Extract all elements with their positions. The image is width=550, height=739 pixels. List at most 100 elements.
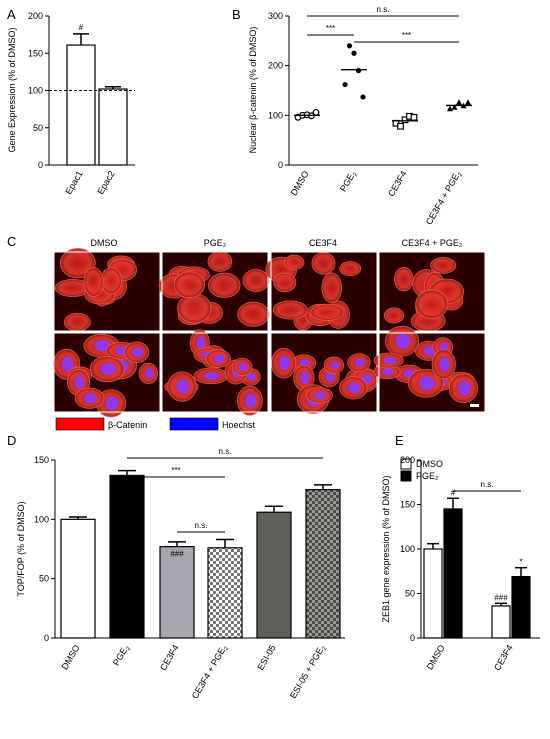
legend-swatch-beta-catenin [55, 417, 105, 431]
data-point [401, 116, 409, 124]
cell [273, 272, 297, 293]
bracket-3-label: *** [402, 31, 411, 40]
x-tick-label-ce3f4-pge2: CE3F4 + PGE2 [190, 642, 231, 701]
y-tick-label: 0 [38, 160, 43, 170]
micrograph-frame [161, 332, 269, 413]
bracket-1-label: *** [171, 466, 180, 475]
micrograph-frame [270, 251, 378, 332]
chart-e-ylabel: ZEB1 gene expression (% of DMSO) [381, 475, 391, 622]
data-point [451, 104, 458, 110]
nucleus [383, 356, 397, 365]
nucleus [61, 356, 74, 372]
data-point [465, 99, 471, 105]
y-tick-label: 200 [268, 61, 283, 71]
x-tick-label-esi-05: ESI-05 [255, 643, 277, 672]
bar-ce3f4-dmso [491, 605, 511, 639]
x-tick-label-dmso: DMSO [60, 643, 82, 671]
cell [177, 293, 212, 324]
cell [321, 272, 342, 304]
x-tick-label-ce3f4-pge2: CE3F4 + PGE2 [424, 168, 465, 227]
significance-mark: ### [494, 593, 508, 602]
significance-mark: # [451, 488, 456, 497]
bar-dmso-dmso [423, 548, 443, 639]
significance-mark: ### [120, 478, 134, 487]
chart-a: Gene Expression (% of DMSO) 0 50 100 150 200… [7, 11, 135, 196]
micro-col-label-pge2: PGE₂ [204, 238, 227, 248]
bar-esi-05-pge2 [305, 489, 341, 639]
nucleus [395, 333, 411, 349]
y-tick-label: 50 [39, 574, 49, 584]
bar-epac1 [66, 44, 96, 166]
nucleus [245, 393, 257, 409]
legend-label-pge2: PGE₂ [416, 471, 439, 481]
data-point [351, 50, 357, 56]
nucleus [145, 368, 154, 379]
micrograph-merge-4 [373, 325, 486, 413]
panel-label-c: C [7, 234, 16, 249]
data-point [410, 113, 418, 121]
micrograph-frame [53, 251, 161, 332]
data-point [397, 122, 404, 130]
panel-label-b: B [232, 7, 241, 22]
legend-swatch-hoechst [169, 417, 219, 431]
micrograph-frame [53, 332, 161, 413]
y-tick-label: 100 [34, 514, 49, 524]
cell [173, 271, 205, 299]
microscopy-panel: DMSO PGE₂ CE3F4 CE3F4 + PGE₂ β-Catenin H… [53, 238, 486, 431]
y-tick-label: 0 [278, 160, 283, 170]
panel-label-d: D [7, 433, 16, 448]
data-point [456, 99, 462, 105]
bracket-1-label: n.s. [481, 480, 494, 489]
legend-label-hoechst: Hoechst [222, 420, 256, 430]
cell [208, 272, 241, 298]
significance-mark: # [79, 23, 84, 32]
cell [394, 266, 414, 292]
y-tick-label: 100 [268, 110, 283, 120]
y-tick-label: 0 [410, 633, 415, 643]
data-point [342, 81, 348, 88]
y-tick-label: 150 [34, 455, 49, 465]
micrograph-frame [378, 332, 486, 413]
panel-label-a: A [7, 7, 16, 22]
bar-ce3f4-pge2 [207, 547, 243, 639]
nucleus [354, 358, 366, 368]
nucleus [300, 371, 310, 385]
nucleus [325, 371, 335, 382]
nucleus [213, 354, 225, 364]
nucleus [382, 368, 394, 376]
y-tick-label: 200 [28, 11, 43, 21]
y-tick-label: 150 [400, 500, 415, 510]
x-tick-label-esi-05-pge2: ESI-05 + PGE2 [288, 642, 329, 701]
cell [242, 269, 270, 292]
nucleus [84, 393, 97, 404]
chart-d-ylabel: TOP/FOP (% of DMSO) [16, 501, 26, 596]
y-tick-label: 200 [400, 455, 415, 465]
legend-swatch-dmso [400, 458, 412, 470]
micro-col-label-dmso: DMSO [91, 238, 118, 248]
cell [207, 251, 233, 272]
micrograph-beta-catenin-2 [158, 251, 270, 332]
bracket-2-label: n.s. [377, 5, 390, 14]
nucleus [348, 382, 361, 394]
legend-label-dmso: DMSO [416, 459, 443, 469]
bracket-2-label: n.s. [195, 521, 208, 530]
chart-e: ZEB1 gene expression (% of DMSO) DMSO PG… [381, 455, 540, 672]
bar-esi-05 [256, 511, 292, 639]
x-tick-label-dmso: DMSO [425, 643, 447, 671]
micrograph-beta-catenin-3 [265, 251, 378, 332]
nucleus [100, 362, 116, 376]
micrograph-merge-1 [53, 332, 161, 418]
cell [284, 254, 305, 270]
nucleus [132, 347, 144, 358]
x-tick-label-ce3f4: CE3F4 [492, 643, 515, 672]
micro-col-label-ce3f4: CE3F4 [309, 238, 337, 248]
bar-pge2 [109, 474, 145, 639]
panel-label-e: E [395, 433, 404, 448]
data-point [447, 105, 453, 112]
chart-a-ylabel: Gene Expression (% of DMSO) [7, 27, 17, 152]
scale-bar [470, 404, 479, 407]
y-tick-label: 100 [400, 544, 415, 554]
significance-mark: ### [170, 550, 184, 559]
cell [60, 247, 96, 279]
